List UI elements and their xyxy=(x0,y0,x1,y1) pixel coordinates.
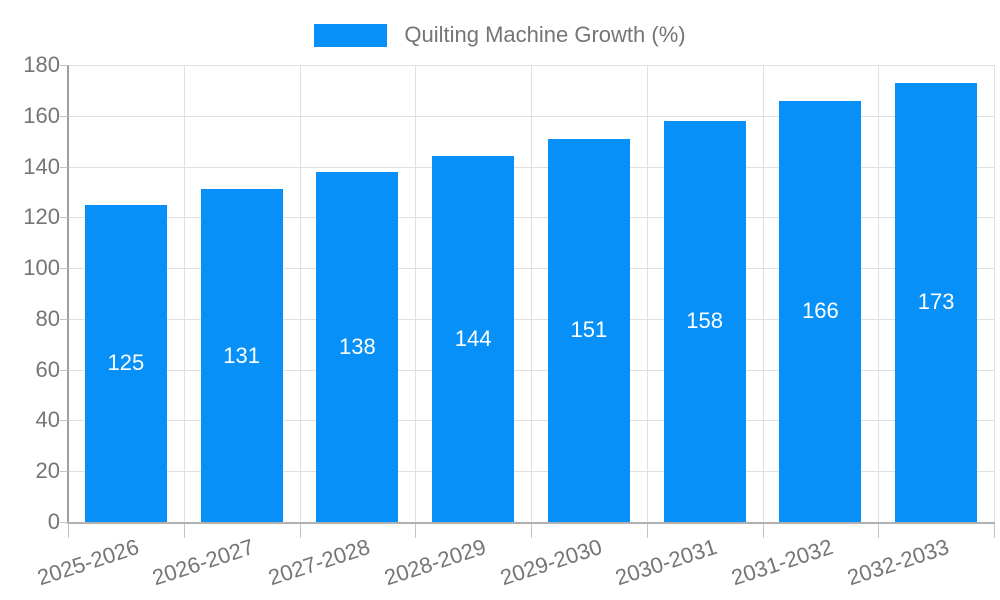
x-tick-label: 2029-2030 xyxy=(496,534,605,591)
x-tick-label: 2030-2031 xyxy=(612,534,721,591)
x-tick-label: 2032-2033 xyxy=(844,534,952,591)
bar-value-label: 125 xyxy=(107,350,145,376)
plot-area: 125 131 138 144 151 158 166 173 xyxy=(68,65,995,522)
v-gridline xyxy=(646,65,648,522)
y-tick xyxy=(60,268,68,270)
y-tick-label: 120 xyxy=(23,204,60,230)
y-tick xyxy=(60,471,68,473)
bar[interactable]: 158 xyxy=(663,120,746,522)
v-gridline xyxy=(415,65,417,522)
x-tick xyxy=(68,524,69,538)
y-tick xyxy=(60,318,68,320)
x-tick-label: 2027-2028 xyxy=(265,534,374,591)
legend-swatch xyxy=(314,23,388,47)
x-tick xyxy=(762,524,764,538)
x-tick-label: 2026-2027 xyxy=(149,534,258,591)
legend-label: Quilting Machine Growth (%) xyxy=(404,22,686,47)
bar-value-label: 151 xyxy=(570,317,608,343)
y-tick xyxy=(60,217,68,219)
bar-value-label: 131 xyxy=(223,342,260,368)
y-tick-label: 80 xyxy=(35,305,60,331)
x-tick xyxy=(531,524,532,538)
bar-value-label: 173 xyxy=(917,289,955,315)
bar[interactable]: 131 xyxy=(200,189,283,522)
bar-value-label: 138 xyxy=(339,333,376,359)
v-gridline xyxy=(994,65,995,522)
y-tick-label: 160 xyxy=(23,102,60,128)
y-tick xyxy=(60,115,68,117)
bar[interactable]: 173 xyxy=(895,82,978,522)
x-tick xyxy=(878,524,880,538)
x-tick xyxy=(415,524,417,538)
bar-value-label: 158 xyxy=(686,308,723,334)
x-axis-line xyxy=(67,522,995,524)
v-gridline xyxy=(531,65,532,522)
bar-value-label: 166 xyxy=(802,298,839,324)
x-tick xyxy=(183,524,185,538)
v-gridline xyxy=(183,65,185,522)
legend-item[interactable]: Quilting Machine Growth (%) xyxy=(0,22,1000,48)
x-tick-label: 2025-2026 xyxy=(33,534,142,591)
bar-value-label: 144 xyxy=(454,326,492,352)
y-tick-label: 0 xyxy=(47,509,60,534)
x-tick xyxy=(994,524,995,538)
x-tick xyxy=(299,524,301,538)
y-tick xyxy=(60,420,68,422)
y-tick xyxy=(60,522,68,523)
bar[interactable]: 144 xyxy=(432,156,515,522)
bar[interactable]: 138 xyxy=(316,171,399,522)
y-tick-label: 100 xyxy=(23,255,60,281)
bar[interactable]: 125 xyxy=(84,204,167,522)
y-tick-label: 40 xyxy=(35,407,60,433)
y-tick-label: 140 xyxy=(23,153,60,179)
y-tick-label: 60 xyxy=(35,356,60,382)
y-axis-line xyxy=(67,65,69,522)
v-gridline xyxy=(878,65,880,522)
x-tick-label: 2028-2029 xyxy=(381,534,489,591)
y-tick xyxy=(60,369,68,371)
y-tick-label: 20 xyxy=(35,458,60,484)
x-tick xyxy=(646,524,648,538)
v-gridline xyxy=(762,65,764,522)
x-tick-label: 2031-2032 xyxy=(728,534,837,591)
y-tick xyxy=(60,166,68,168)
y-tick-label: 180 xyxy=(23,52,60,77)
bar[interactable]: 151 xyxy=(547,138,630,522)
bar[interactable]: 166 xyxy=(779,100,862,522)
v-gridline xyxy=(299,65,301,522)
y-tick xyxy=(60,65,68,66)
